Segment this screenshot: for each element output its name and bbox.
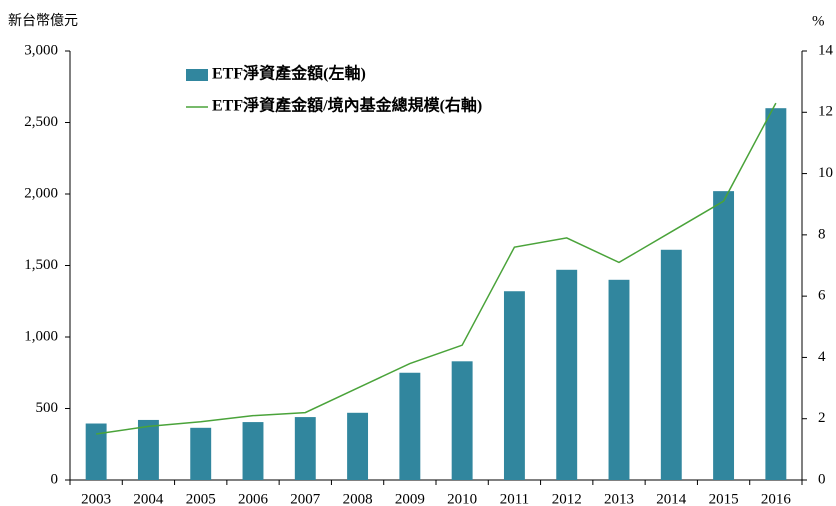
x-tick-label: 2010 — [447, 491, 477, 506]
y-tick-label: 3,000 — [24, 42, 58, 58]
y-tick-label: 1,500 — [24, 257, 58, 273]
bar — [608, 279, 630, 480]
x-tick-label: 2013 — [604, 491, 634, 506]
y2-axis-label: % — [812, 13, 825, 29]
bar — [713, 191, 735, 480]
x-tick-label: 2014 — [656, 491, 687, 506]
bar — [85, 423, 107, 480]
legend-label: ETF淨資產金額/境內基金總規模(右軸) — [212, 96, 482, 115]
x-tick-label: 2005 — [186, 491, 216, 506]
y2-tick-label: 6 — [818, 288, 826, 304]
y-tick-label: 0 — [51, 471, 59, 487]
bar — [294, 417, 316, 480]
bar — [451, 361, 473, 480]
y-tick-label: 500 — [36, 400, 59, 416]
legend-label: ETF淨資產金額(左軸) — [212, 64, 366, 83]
y2-tick-label: 2 — [818, 410, 826, 426]
x-tick-label: 2009 — [395, 491, 425, 506]
bar — [503, 291, 525, 480]
x-tick-label: 2006 — [238, 491, 269, 506]
bar — [347, 412, 369, 480]
bar — [190, 427, 212, 480]
y2-tick-label: 8 — [818, 226, 826, 242]
x-tick-label: 2016 — [761, 491, 792, 506]
bar — [765, 108, 787, 480]
y-tick-label: 2,000 — [24, 185, 58, 201]
x-tick-label: 2008 — [343, 491, 373, 506]
x-tick-label: 2011 — [500, 491, 529, 506]
y-tick-label: 2,500 — [24, 114, 58, 130]
x-tick-label: 2003 — [81, 491, 111, 506]
bar — [242, 422, 264, 480]
x-tick-label: 2004 — [133, 491, 164, 506]
y2-tick-label: 12 — [818, 104, 833, 120]
bar — [660, 249, 682, 480]
y2-tick-label: 10 — [818, 165, 833, 181]
legend-swatch — [186, 69, 208, 81]
bar — [137, 419, 159, 480]
y2-tick-label: 4 — [818, 349, 826, 365]
bar — [399, 372, 421, 480]
x-tick-label: 2012 — [552, 491, 582, 506]
y2-tick-label: 0 — [818, 471, 826, 487]
y-tick-label: 1,000 — [24, 328, 58, 344]
y2-tick-label: 14 — [818, 42, 834, 58]
x-tick-label: 2015 — [709, 491, 739, 506]
bar — [556, 269, 578, 480]
x-tick-label: 2007 — [290, 491, 321, 506]
y-axis-label: 新台幣億元 — [8, 13, 78, 29]
line — [96, 102, 777, 435]
